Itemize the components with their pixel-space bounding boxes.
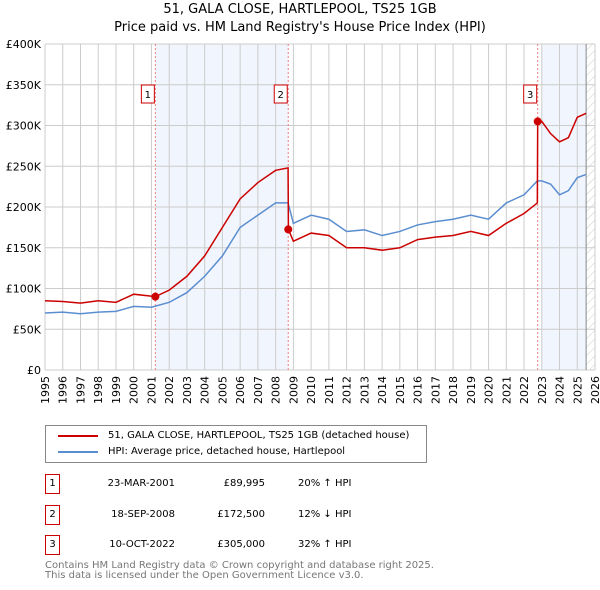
- x-tick-label: 2003: [181, 376, 194, 404]
- sale-label: 2: [278, 90, 284, 101]
- x-tick-label: 2005: [216, 376, 229, 404]
- x-tick-label: 2021: [500, 376, 513, 404]
- footer-licence: This data is licensed under the Open Gov…: [45, 570, 364, 581]
- price: £89,995: [223, 478, 265, 489]
- y-tick-label: £300K: [6, 120, 42, 133]
- hpi-diff: 20% ↑ HPI: [298, 478, 352, 489]
- x-tick-label: 2014: [376, 376, 389, 404]
- chart-title: 51, GALA CLOSE, HARTLEPOOL, TS25 1GB: [163, 2, 437, 17]
- series-line: [44, 112, 587, 304]
- y-tick-label: £150K: [6, 242, 42, 255]
- sale-label: 3: [527, 90, 533, 101]
- hpi-diff: 32% ↑ HPI: [298, 539, 352, 550]
- footer-copyright: Contains HM Land Registry data © Crown c…: [45, 560, 434, 571]
- x-tick-label: 2007: [252, 376, 265, 404]
- price: £305,000: [217, 539, 265, 550]
- series-line: [44, 173, 587, 315]
- date: 23-MAR-2001: [107, 478, 175, 489]
- legend-property: 51, GALA CLOSE, HARTLEPOOL, TS25 1GB (de…: [58, 430, 409, 441]
- y-tick-label: £250K: [6, 160, 42, 173]
- y-tick-label: £200K: [6, 201, 42, 214]
- x-tick-label: 2004: [199, 376, 212, 404]
- x-tick-label: 2010: [305, 376, 318, 404]
- transaction-row: 3 10-OCT-2022 £305,000 32% ↑ HPI: [45, 535, 445, 555]
- x-tick-label: 2018: [447, 376, 460, 404]
- footer: Contains HM Land Registry data © Crown c…: [45, 561, 434, 581]
- x-tick-label: 2017: [429, 376, 442, 404]
- chart-subtitle: Price paid vs. HM Land Registry's House …: [114, 20, 486, 35]
- y-tick-label: £350K: [6, 79, 42, 92]
- marker-badge: 3: [45, 535, 60, 555]
- x-tick-label: 2023: [536, 376, 549, 404]
- sale-label-box: [523, 84, 538, 104]
- x-tick-label: 1996: [57, 376, 70, 404]
- x-tick-label: 1995: [39, 376, 52, 404]
- legend-hpi: HPI: Average price, detached house, Hart…: [58, 446, 345, 457]
- x-tick-label: 2015: [394, 376, 407, 404]
- marker-badge: 2: [45, 505, 60, 525]
- sale-point: [151, 292, 160, 301]
- y-tick-label: £400K: [6, 38, 42, 51]
- sale-point: [533, 117, 542, 126]
- sale-label-box: [273, 84, 288, 104]
- x-tick-label: 2016: [412, 376, 425, 404]
- x-tick-label: 2002: [163, 376, 176, 404]
- x-tick-label: 1999: [110, 376, 123, 404]
- transaction-row: 2 18-SEP-2008 £172,500 12% ↓ HPI: [45, 505, 445, 525]
- x-tick-label: 2006: [234, 376, 247, 404]
- legend-property-label: 51, GALA CLOSE, HARTLEPOOL, TS25 1GB (de…: [108, 430, 410, 441]
- x-tick-label: 2025: [571, 376, 584, 404]
- x-tick-label: 2024: [554, 376, 567, 404]
- x-tick-label: 2001: [145, 376, 158, 404]
- x-tick-label: 2022: [518, 376, 531, 404]
- x-tick-label: 2020: [483, 376, 496, 404]
- x-tick-label: 2011: [323, 376, 336, 404]
- price-chart: 1995 1996 1997 1998 1999 2000 2001 2002 2003 2004…: [6, 38, 600, 404]
- legend: 51, GALA CLOSE, HARTLEPOOL, TS25 1GB (de…: [45, 425, 427, 463]
- x-tick-label: 2009: [287, 376, 300, 404]
- x-tick-label: 2019: [465, 376, 478, 404]
- x-tick-label: 2008: [270, 376, 283, 404]
- x-tick-label: 1998: [92, 376, 105, 404]
- date: 18-SEP-2008: [111, 509, 175, 520]
- x-tick-label: 1997: [74, 376, 87, 404]
- price: £172,500: [217, 509, 265, 520]
- sale-point: [284, 225, 293, 234]
- marker-badge: 1: [45, 474, 60, 494]
- x-tick-label: 2026: [589, 376, 600, 404]
- y-tick-label: £0: [27, 364, 41, 377]
- hpi-diff: 12% ↓ HPI: [298, 509, 352, 520]
- x-tick-label: 2000: [128, 376, 141, 404]
- transaction-row: 1 23-MAR-2001 £89,995 20% ↑ HPI: [45, 474, 445, 494]
- legend-hpi-label: HPI: Average price, detached house, Hart…: [108, 446, 346, 457]
- sale-label: 1: [145, 90, 151, 101]
- x-tick-label: 2012: [341, 376, 354, 404]
- x-tick-label: 2013: [358, 376, 371, 404]
- sale-label-box: [140, 84, 155, 104]
- y-tick-label: £100K: [6, 283, 42, 296]
- y-tick-label: £50K: [13, 323, 42, 336]
- date: 10-OCT-2022: [109, 539, 175, 550]
